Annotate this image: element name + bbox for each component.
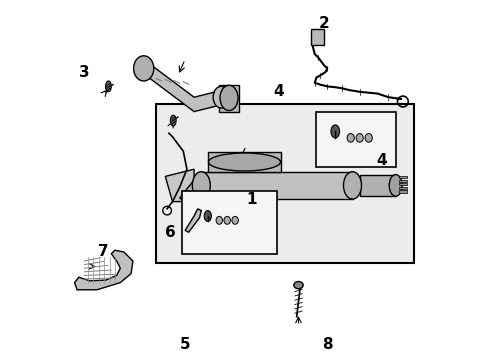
Bar (399, 190, 407, 193)
Polygon shape (165, 169, 194, 202)
Ellipse shape (224, 216, 230, 224)
Ellipse shape (355, 134, 363, 142)
Ellipse shape (170, 115, 176, 126)
Ellipse shape (343, 172, 361, 199)
Text: 4: 4 (273, 84, 284, 99)
Polygon shape (179, 180, 208, 209)
Ellipse shape (220, 85, 238, 111)
Ellipse shape (330, 125, 339, 138)
Ellipse shape (346, 134, 354, 142)
Text: 3: 3 (79, 64, 89, 80)
Polygon shape (75, 250, 133, 290)
Text: 7: 7 (98, 244, 108, 260)
Bar (181, 191, 276, 254)
Ellipse shape (216, 216, 222, 224)
Text: 8: 8 (321, 337, 332, 352)
Text: 4: 4 (375, 153, 386, 168)
Ellipse shape (388, 175, 401, 196)
Bar (201, 172, 352, 199)
Text: 2: 2 (318, 16, 328, 31)
Text: 1: 1 (246, 192, 256, 207)
Ellipse shape (204, 211, 211, 221)
Bar (310, 29, 323, 45)
Bar (219, 85, 239, 112)
Ellipse shape (231, 216, 238, 224)
Bar (316, 112, 395, 167)
Bar (156, 104, 413, 263)
Bar (399, 183, 407, 185)
Ellipse shape (105, 81, 111, 92)
Ellipse shape (192, 172, 210, 199)
Ellipse shape (213, 86, 228, 108)
Ellipse shape (208, 153, 280, 171)
Ellipse shape (133, 56, 153, 81)
Polygon shape (185, 209, 201, 232)
Bar (208, 152, 280, 172)
Bar (399, 187, 407, 189)
Ellipse shape (293, 282, 303, 289)
Ellipse shape (365, 134, 371, 142)
Bar (399, 180, 407, 182)
Text: 5: 5 (180, 337, 190, 352)
Text: 6: 6 (165, 225, 176, 240)
Bar (399, 176, 407, 178)
Bar (359, 175, 395, 196)
Polygon shape (136, 65, 223, 112)
